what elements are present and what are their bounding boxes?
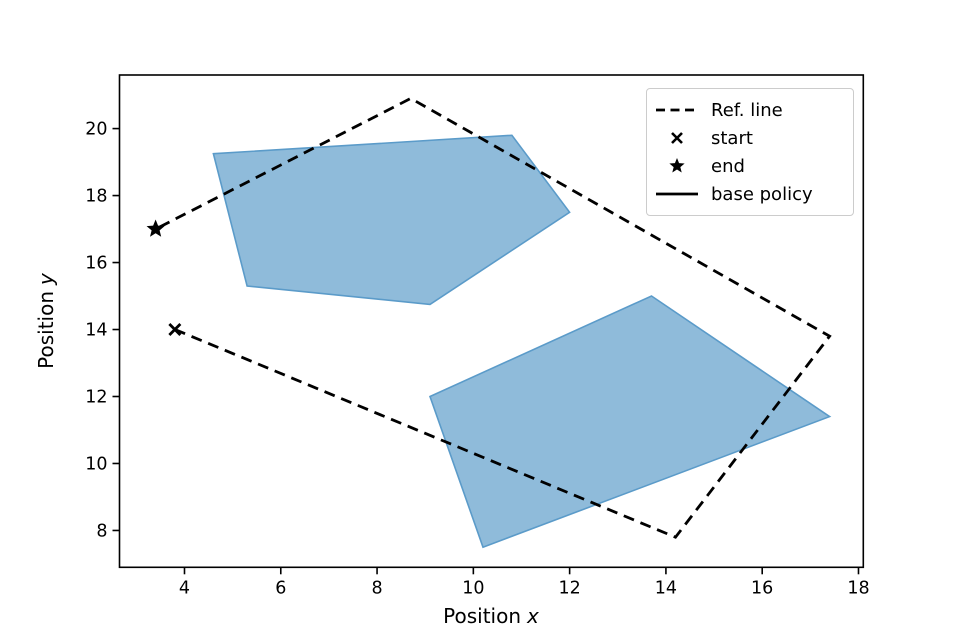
dashed-line-icon bbox=[656, 108, 698, 112]
x-marker-icon bbox=[671, 132, 683, 144]
star-marker-icon bbox=[669, 158, 685, 173]
legend-item-ref-line: Ref. line bbox=[655, 96, 845, 124]
x-tick-label: 6 bbox=[275, 578, 286, 598]
y-axis-label: Position y bbox=[34, 273, 58, 369]
x-tick-label: 14 bbox=[655, 578, 677, 598]
x-tick-label: 16 bbox=[751, 578, 773, 598]
x-tick-label: 4 bbox=[179, 578, 190, 598]
legend-item-start: start bbox=[655, 124, 845, 152]
x-tick-label: 18 bbox=[847, 578, 869, 598]
y-tick-label: 16 bbox=[85, 254, 107, 274]
legend: Ref. line start end base policy bbox=[646, 88, 854, 216]
start-marker bbox=[168, 323, 182, 337]
y-tick-label: 10 bbox=[85, 454, 107, 474]
x-axis-label-text: Position bbox=[443, 604, 522, 628]
y-tick-label: 12 bbox=[85, 388, 107, 408]
ref-line-path bbox=[154, 96, 832, 539]
end-marker bbox=[146, 219, 165, 237]
x-axis-label-var: x bbox=[527, 604, 539, 628]
y-tick-label: 18 bbox=[85, 187, 107, 207]
axes-frame bbox=[118, 74, 865, 569]
legend-item-base-policy: base policy bbox=[655, 180, 845, 208]
legend-label-base-policy: base policy bbox=[711, 183, 813, 205]
y-axis-label-var: y bbox=[34, 273, 58, 285]
x-tick-label: 12 bbox=[558, 578, 580, 598]
x-tick-label: 10 bbox=[462, 578, 484, 598]
solid-line-icon bbox=[656, 192, 698, 196]
y-tick-label: 8 bbox=[96, 521, 107, 541]
y-tick-label: 14 bbox=[85, 321, 107, 341]
x-tick-label: 8 bbox=[371, 578, 382, 598]
y-axis-label-text: Position bbox=[34, 290, 58, 369]
legend-label-start: start bbox=[711, 127, 753, 149]
obstacle-1-polygon bbox=[212, 134, 571, 306]
legend-label-end: end bbox=[711, 155, 745, 177]
x-axis-label: Position x bbox=[443, 604, 539, 628]
obstacle-2-polygon bbox=[429, 295, 832, 549]
legend-label-ref-line: Ref. line bbox=[711, 99, 783, 121]
legend-item-end: end bbox=[655, 152, 845, 180]
y-tick-label: 20 bbox=[85, 120, 107, 140]
